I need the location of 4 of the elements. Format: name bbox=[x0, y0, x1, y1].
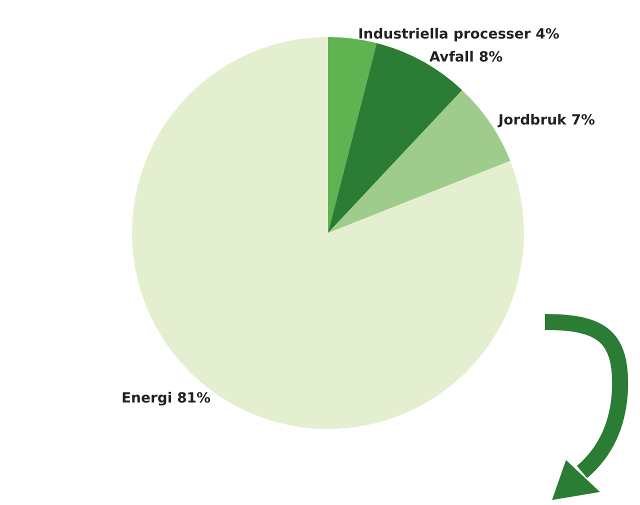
slice-label: Jordbruk 7% bbox=[497, 112, 596, 129]
slice-label: Energi 81% bbox=[121, 390, 211, 406]
slice-label: Avfall 8% bbox=[429, 50, 503, 66]
slice-label: Industriella processer 4% bbox=[358, 26, 560, 43]
